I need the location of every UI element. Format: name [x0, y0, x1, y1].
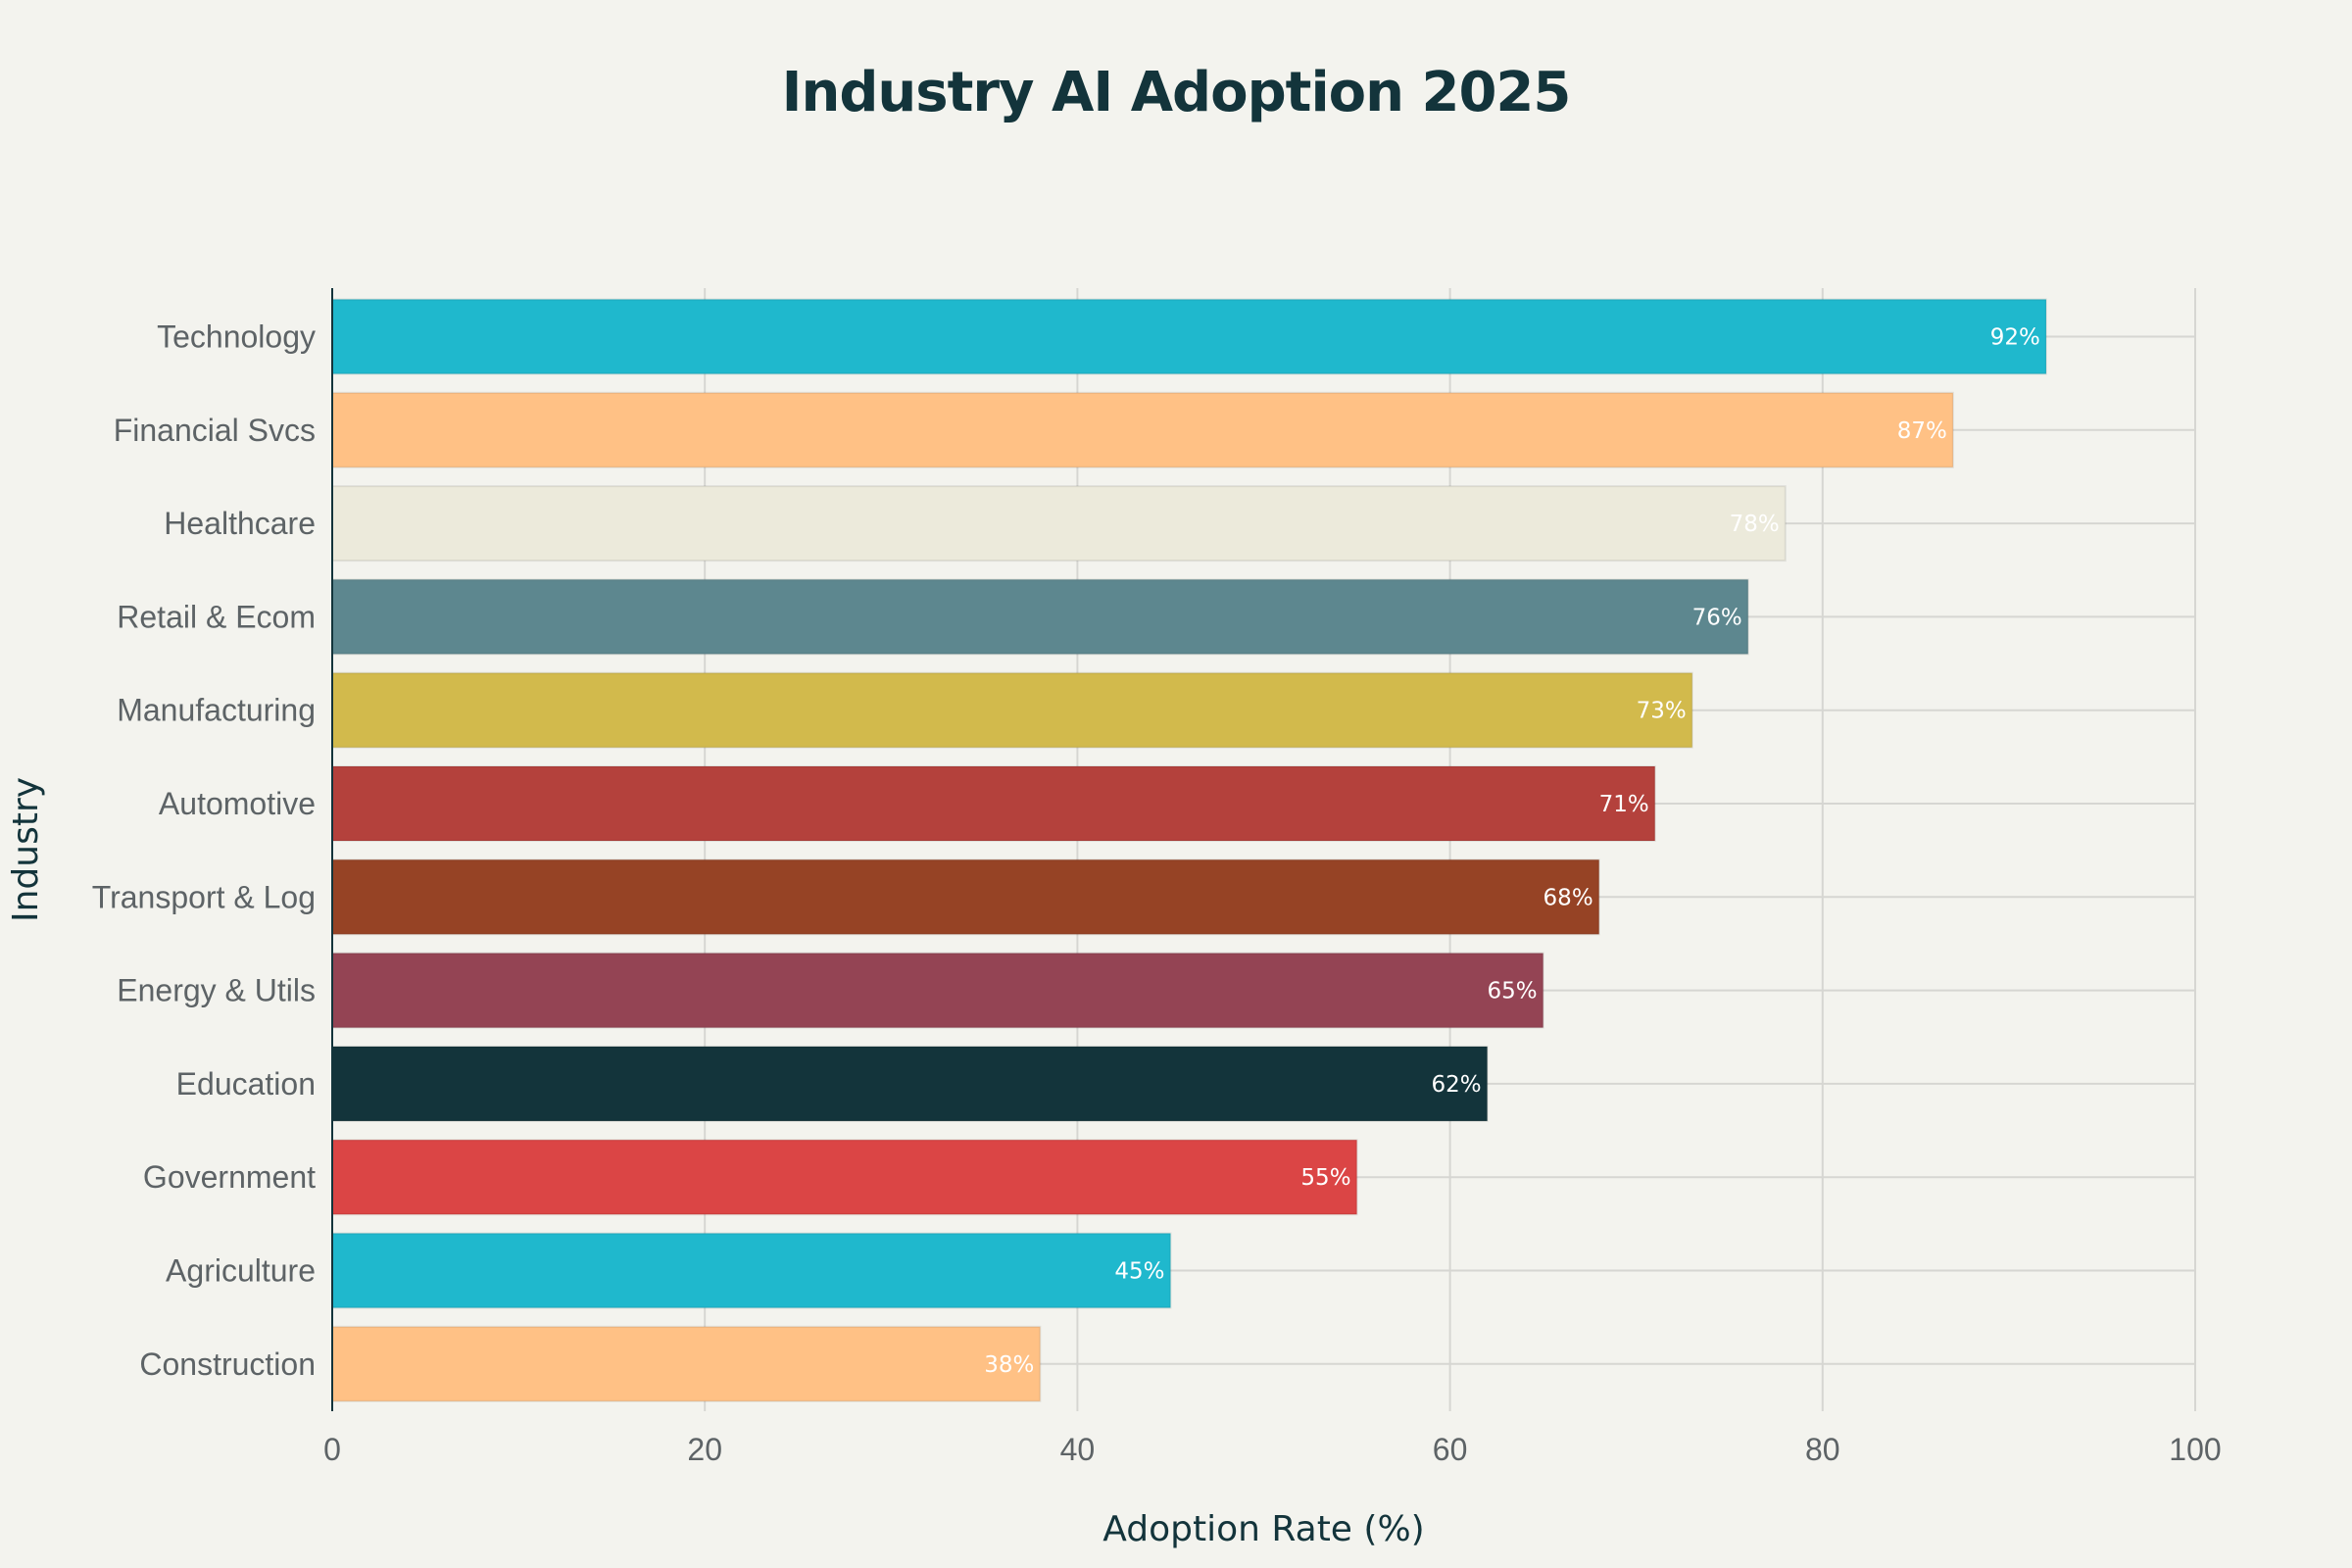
bar — [331, 485, 1787, 563]
bar — [331, 952, 1544, 1029]
bar — [331, 1139, 1358, 1216]
bar-value-label: 65% — [1488, 979, 1538, 1004]
x-tick-label: 80 — [1805, 1432, 1840, 1467]
y-tick-label: Financial Svcs — [114, 413, 316, 448]
y-tick-label: Automotive — [159, 786, 316, 821]
y-tick-label: Retail & Ecom — [117, 599, 316, 634]
x-axis-title: Adoption Rate (%) — [1102, 1509, 1424, 1549]
y-tick-label: Healthcare — [164, 506, 316, 541]
y-tick-label: Government — [143, 1159, 316, 1195]
bar-value-label: 68% — [1544, 885, 1593, 910]
x-tick-label: 40 — [1060, 1432, 1096, 1467]
x-tick-label: 60 — [1433, 1432, 1468, 1467]
chart-title: Industry AI Adoption 2025 — [781, 61, 1572, 124]
bar — [331, 298, 2047, 375]
y-tick-label: Energy & Utils — [117, 973, 316, 1008]
y-axis-title: Industry — [6, 777, 46, 922]
bar — [331, 1045, 1489, 1122]
bar-value-label: 73% — [1637, 699, 1687, 724]
bar-value-label: 62% — [1431, 1072, 1481, 1098]
y-tick-label: Education — [176, 1066, 316, 1102]
bar-value-label: 76% — [1692, 605, 1742, 630]
bar-value-labels: 92% 87% 78% 76% 73% 71% 68% 65% 62% 55% 45% 38% — [984, 325, 2040, 1378]
bar — [331, 1325, 1042, 1402]
bar-value-label: 78% — [1730, 512, 1780, 537]
y-tick-label: Manufacturing — [117, 693, 316, 728]
bar-value-label: 92% — [1990, 325, 2040, 351]
bar-value-label: 71% — [1599, 792, 1649, 817]
bar — [331, 858, 1600, 936]
bar-value-label: 38% — [984, 1352, 1034, 1378]
y-tick-label: Construction — [139, 1347, 316, 1382]
y-tick-label: Technology — [157, 319, 316, 355]
x-tick-label: 20 — [687, 1432, 722, 1467]
bars — [331, 298, 2047, 1402]
y-tick-label: Agriculture — [166, 1253, 316, 1289]
x-tick-label: 0 — [323, 1432, 341, 1467]
bar-value-label: 87% — [1897, 418, 1947, 444]
bar — [331, 391, 1954, 468]
bar — [331, 671, 1693, 749]
x-tick-label: 100 — [2169, 1432, 2221, 1467]
bar — [331, 578, 1749, 656]
bar-value-label: 55% — [1300, 1165, 1350, 1191]
x-axis-tick-labels: 0 20 40 60 80 100 — [323, 1432, 2222, 1467]
bar — [331, 765, 1656, 842]
y-axis-tick-labels: Technology Financial Svcs Healthcare Retail… — [92, 319, 316, 1382]
bar-value-label: 45% — [1114, 1259, 1164, 1285]
bar — [331, 1232, 1172, 1309]
y-tick-label: Transport & Log — [92, 879, 316, 914]
